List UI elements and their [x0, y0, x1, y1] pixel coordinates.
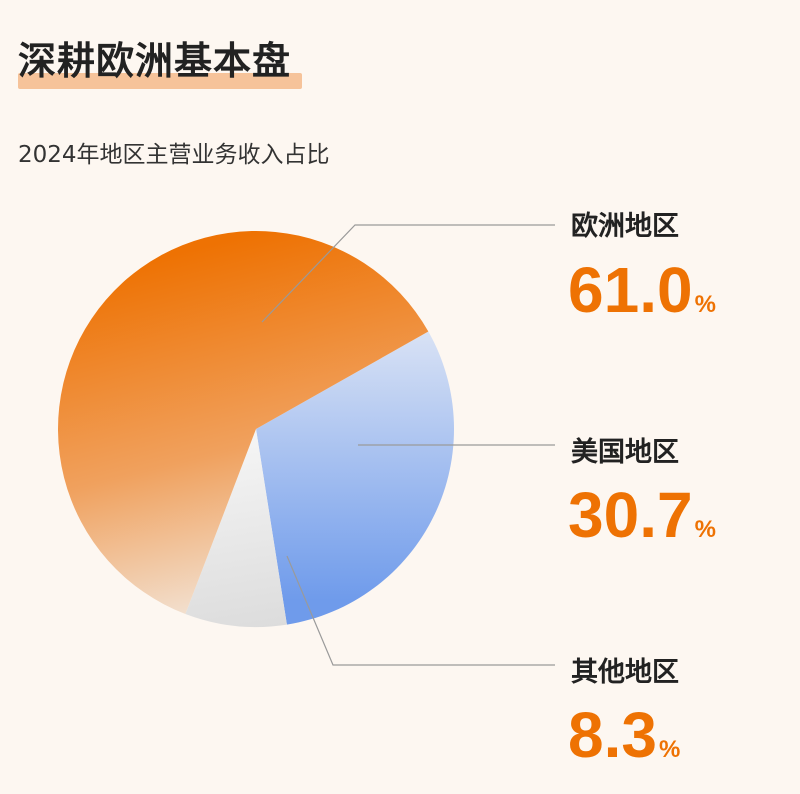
- value-number: 61.0: [568, 254, 693, 326]
- pie-slice-europe: [57, 230, 429, 614]
- legend-label-usa: 美国地区: [571, 437, 679, 468]
- leader-line-europe: [261, 224, 555, 323]
- title-block: 深耕欧洲基本盘: [18, 30, 302, 89]
- legend-label-other: 其他地区: [571, 657, 679, 688]
- value-label-usa: 30.7%: [568, 483, 716, 547]
- value-number: 8.3: [568, 699, 657, 771]
- value-label-europe: 61.0%: [568, 258, 716, 322]
- leader-line-other: [286, 555, 555, 666]
- unit-symbol: %: [694, 516, 716, 543]
- title-highlight: [18, 73, 302, 89]
- unit-symbol: %: [658, 736, 681, 763]
- pie-slice-usa: [256, 331, 454, 625]
- value-label-other: 8.3%: [568, 703, 680, 767]
- chart-subtitle: 2024年地区主营业务收入占比: [18, 142, 330, 168]
- chart-title: 深耕欧洲基本盘: [18, 39, 292, 83]
- pie-slice-other: [185, 429, 287, 627]
- value-number: 30.7: [568, 479, 693, 551]
- legend-label-europe: 欧洲地区: [571, 211, 679, 242]
- unit-symbol: %: [694, 291, 716, 318]
